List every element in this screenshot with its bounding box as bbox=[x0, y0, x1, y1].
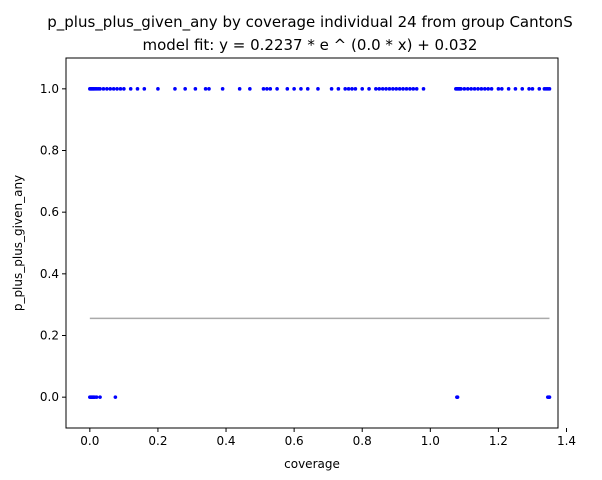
data-point bbox=[113, 395, 118, 399]
data-point bbox=[397, 87, 402, 91]
data-point bbox=[401, 87, 405, 91]
x-tick-label: 0.6 bbox=[285, 434, 304, 448]
data-point bbox=[105, 87, 109, 91]
chart-title: p_plus_plus_given_any by coverage indivi… bbox=[47, 13, 572, 32]
data-point bbox=[459, 87, 463, 91]
x-tick-label: 1.2 bbox=[489, 434, 508, 448]
data-point bbox=[414, 87, 419, 91]
plot-area-frame bbox=[65, 57, 559, 429]
x-axis: 0.0 0.2 0.4 0.6 0.8 1.0 1.2 1.4 bbox=[80, 428, 576, 448]
data-point bbox=[135, 87, 140, 91]
x-tick-label: 0.0 bbox=[80, 434, 99, 448]
data-point bbox=[142, 87, 147, 91]
data-point bbox=[537, 87, 542, 91]
data-point bbox=[500, 87, 504, 91]
data-point bbox=[353, 87, 358, 91]
data-point bbox=[530, 87, 535, 91]
y-tick-label: 1.0 bbox=[40, 82, 59, 96]
data-point bbox=[520, 87, 525, 91]
x-tick-label: 1.0 bbox=[421, 434, 440, 448]
data-point bbox=[156, 87, 160, 91]
data-point bbox=[261, 87, 266, 91]
y-tick-label: 0.8 bbox=[40, 144, 59, 158]
data-point bbox=[506, 87, 511, 91]
data-point bbox=[343, 87, 348, 91]
data-point bbox=[380, 87, 385, 91]
data-point bbox=[108, 87, 113, 91]
data-point bbox=[408, 87, 412, 91]
x-axis-label: coverage bbox=[284, 457, 340, 471]
data-point bbox=[411, 87, 416, 91]
data-point bbox=[299, 87, 303, 91]
data-point bbox=[469, 87, 473, 91]
data-point bbox=[101, 87, 106, 91]
data-point bbox=[268, 87, 273, 91]
data-point bbox=[547, 395, 552, 399]
data-point bbox=[329, 87, 334, 91]
data-point bbox=[285, 87, 290, 91]
chart-subtitle: model fit: y = 0.2237 * e ^ (0.0 * x) + … bbox=[143, 36, 478, 54]
x-tick-label: 0.4 bbox=[216, 434, 235, 448]
data-point bbox=[183, 87, 187, 91]
data-point bbox=[292, 87, 296, 91]
data-point bbox=[305, 87, 310, 91]
data-point bbox=[115, 87, 119, 91]
data-point bbox=[486, 87, 491, 91]
y-tick-label: 0.4 bbox=[40, 267, 59, 281]
data-point bbox=[237, 87, 242, 91]
data-point bbox=[465, 87, 470, 91]
data-point bbox=[118, 87, 123, 91]
data-point bbox=[367, 87, 371, 91]
data-point bbox=[98, 395, 102, 399]
data-point bbox=[275, 87, 279, 91]
data-point bbox=[527, 87, 531, 91]
x-tick-label: 1.4 bbox=[557, 434, 576, 448]
data-point bbox=[547, 87, 552, 91]
data-point bbox=[513, 87, 518, 91]
data-point bbox=[336, 87, 341, 91]
data-point bbox=[377, 87, 382, 91]
y-tick-label: 0.6 bbox=[40, 205, 59, 219]
data-point bbox=[173, 87, 177, 91]
data-point bbox=[248, 87, 252, 91]
data-point bbox=[360, 87, 365, 91]
data-point bbox=[346, 87, 351, 91]
y-tick-label: 0.2 bbox=[40, 329, 59, 343]
data-point bbox=[394, 87, 399, 91]
y-axis: 0.0 0.2 0.4 0.6 0.8 1.0 bbox=[40, 82, 66, 404]
y-axis-label: p_plus_plus_given_any bbox=[11, 175, 25, 311]
data-point bbox=[387, 87, 392, 91]
data-point bbox=[203, 87, 208, 91]
data-point bbox=[496, 87, 501, 91]
data-point bbox=[220, 87, 225, 91]
x-tick-label: 0.8 bbox=[353, 434, 372, 448]
data-point bbox=[476, 87, 480, 91]
data-point bbox=[122, 87, 126, 91]
data-point bbox=[384, 87, 388, 91]
data-point bbox=[350, 87, 354, 91]
data-point bbox=[404, 87, 409, 91]
data-point bbox=[479, 87, 484, 91]
data-point bbox=[374, 87, 378, 91]
data-point bbox=[128, 87, 133, 91]
data-point bbox=[489, 87, 494, 91]
data-point bbox=[391, 87, 395, 91]
data-point bbox=[483, 87, 487, 91]
data-point bbox=[462, 87, 467, 91]
data-point bbox=[316, 87, 320, 91]
scatter-points-layer bbox=[88, 87, 552, 399]
data-point bbox=[472, 87, 477, 91]
data-point bbox=[207, 87, 211, 91]
data-point bbox=[421, 87, 426, 91]
y-tick-label: 0.0 bbox=[40, 390, 59, 404]
data-point bbox=[265, 87, 269, 91]
data-point bbox=[98, 87, 102, 91]
data-point bbox=[111, 87, 116, 91]
data-point bbox=[94, 395, 99, 399]
x-tick-label: 0.2 bbox=[148, 434, 167, 448]
data-point bbox=[455, 395, 460, 399]
data-point bbox=[193, 87, 198, 91]
